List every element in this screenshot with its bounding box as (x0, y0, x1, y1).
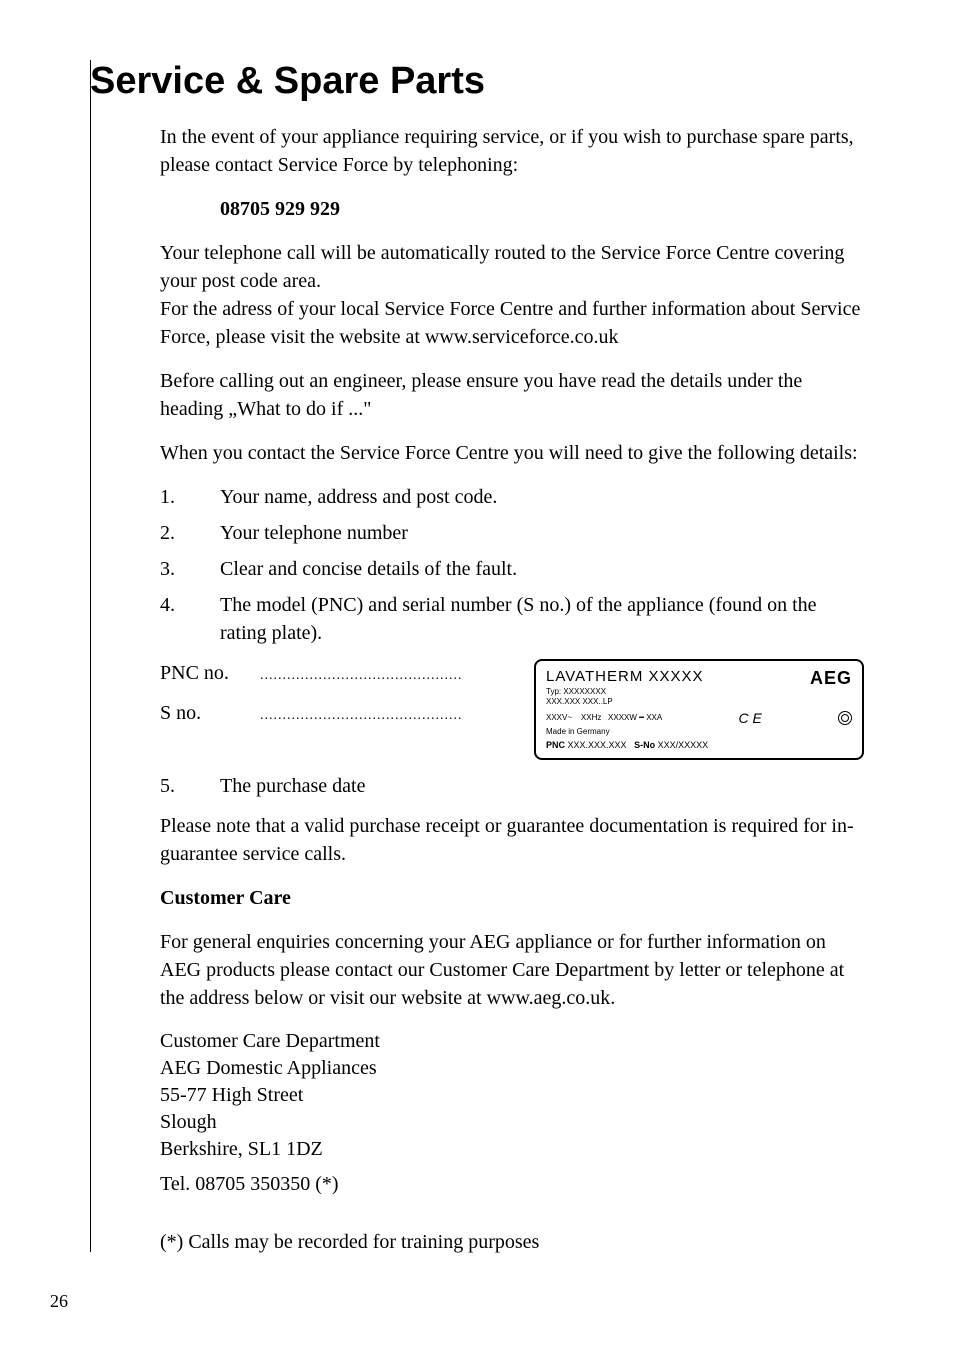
address-line: AEG Domestic Appliances (160, 1055, 864, 1082)
plate-sno-label: S-No (634, 740, 655, 750)
plate-made-in: Made in Germany (546, 727, 852, 737)
list-item: 4. The model (PNC) and serial number (S … (160, 591, 864, 647)
plate-typ: Typ: XXXXXXXX (546, 687, 704, 697)
address-info-text: For the adress of your local Service For… (160, 295, 864, 351)
address-tel: Tel. 08705 350350 (*) (160, 1171, 864, 1198)
customer-care-heading: Customer Care (160, 884, 864, 912)
plate-pnc-val: XXX.XXX.XXX (568, 740, 627, 750)
address-line: Berkshire, SL1 1DZ (160, 1136, 864, 1163)
pnc-field: PNC no. ................................… (160, 659, 534, 687)
list-text: Your telephone number (220, 519, 408, 547)
details-list: 1. Your name, address and post code. 2. … (160, 483, 864, 647)
list-text: The model (PNC) and serial number (S no.… (220, 591, 864, 647)
plate-brand: AEG (810, 667, 852, 690)
list-item: 5. The purchase date (160, 772, 864, 800)
service-phone: 08705 929 929 (220, 195, 864, 223)
sno-field: S no. ..................................… (160, 699, 534, 727)
list-text: Your name, address and post code. (220, 483, 497, 511)
plate-watts: XXXXW (608, 713, 637, 722)
intro-text: In the event of your appliance requiring… (160, 123, 864, 179)
address-line: Customer Care Department (160, 1028, 864, 1055)
plate-hz: XXHz (581, 713, 601, 722)
list-text: Clear and concise details of the fault. (220, 555, 517, 583)
customer-care-text: For general enquiries concerning your AE… (160, 928, 864, 1012)
pnc-label: PNC no. (160, 659, 260, 687)
plate-volts: XXXV~ (546, 713, 572, 722)
receipt-note: Please note that a valid purchase receip… (160, 812, 864, 868)
list-num: 5. (160, 772, 220, 800)
address-line: 55-77 High Street (160, 1082, 864, 1109)
plate-typ2: XXX.XXX XXX..LP (546, 697, 704, 707)
field-dots: ........................................… (260, 706, 463, 726)
list-item: 1. Your name, address and post code. (160, 483, 864, 511)
list-item: 3. Clear and concise details of the faul… (160, 555, 864, 583)
footnote: (*) Calls may be recorded for training p… (160, 1228, 864, 1256)
list-num: 1. (160, 483, 220, 511)
before-calling-text: Before calling out an engineer, please e… (160, 367, 864, 423)
list-item: 2. Your telephone number (160, 519, 864, 547)
vertical-divider (90, 60, 91, 1252)
field-dots: ........................................… (260, 666, 463, 686)
list-num: 3. (160, 555, 220, 583)
rating-plate: LAVATHERM XXXXX Typ: XXXXXXXX XXX.XXX XX… (534, 659, 864, 760)
ce-mark: C E (738, 709, 761, 727)
sno-label: S no. (160, 699, 260, 727)
plate-pnc-label: PNC (546, 740, 565, 750)
contact-details-intro: When you contact the Service Force Centr… (160, 439, 864, 467)
details-list-cont: 5. The purchase date (160, 772, 864, 800)
plate-sno-val: XXX/XXXXX (658, 740, 709, 750)
plate-model: LAVATHERM XXXXX (546, 667, 704, 687)
address-block: Customer Care Department AEG Domestic Ap… (160, 1028, 864, 1198)
page-number: 26 (50, 1291, 68, 1312)
plate-amps: XXA (646, 713, 662, 722)
page-heading: Service & Spare Parts (90, 60, 864, 103)
list-num: 4. (160, 591, 220, 647)
vde-icon (838, 711, 852, 725)
address-line: Slough (160, 1109, 864, 1136)
list-text: The purchase date (220, 772, 365, 800)
routing-text: Your telephone call will be automaticall… (160, 239, 864, 295)
list-num: 2. (160, 519, 220, 547)
